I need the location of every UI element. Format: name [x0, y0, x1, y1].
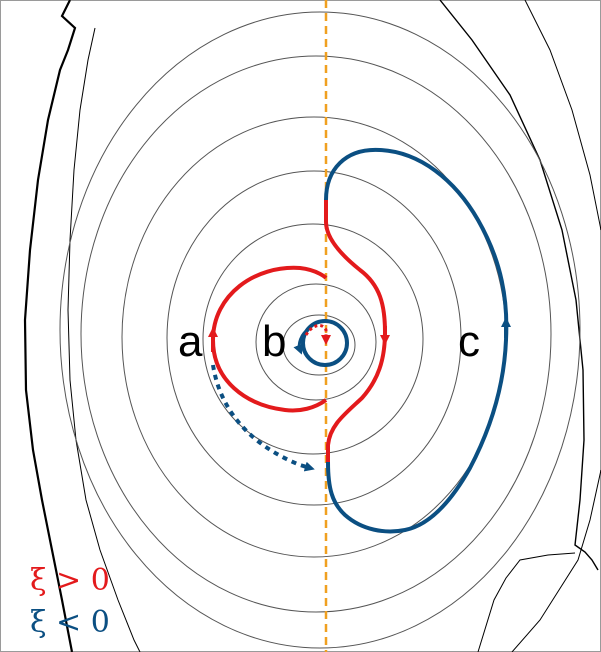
- contour-4: [166, 170, 462, 506]
- contour-3: [202, 223, 424, 455]
- legend-positive: ξ > 0: [30, 563, 110, 598]
- right-wall-outer: [524, 0, 601, 231]
- right-wall: [439, 0, 599, 571]
- orbit-b-arrow-blue: [293, 326, 311, 355]
- flux-contours: [59, 11, 581, 649]
- bottom-wall: [477, 552, 576, 652]
- contour-1: [282, 314, 356, 376]
- right-wall-lower: [511, 469, 601, 652]
- left-wall: [23, 0, 77, 652]
- orbit-c-red: [324, 200, 388, 462]
- left-wall-inner: [67, 27, 141, 652]
- legend-negative: ξ < 0: [30, 605, 110, 640]
- label-a: a: [178, 317, 203, 366]
- label-c: c: [458, 317, 480, 366]
- contour-7: [59, 11, 581, 649]
- transition-path: [211, 364, 315, 472]
- contour-2: [255, 283, 377, 401]
- orbit-b-red-dotted: [304, 323, 331, 345]
- contour-6: [80, 55, 552, 613]
- orbit-c-blue: [324, 147, 509, 534]
- orbit-b: [301, 319, 349, 367]
- label-b: b: [262, 317, 286, 366]
- orbit-a: [211, 265, 328, 413]
